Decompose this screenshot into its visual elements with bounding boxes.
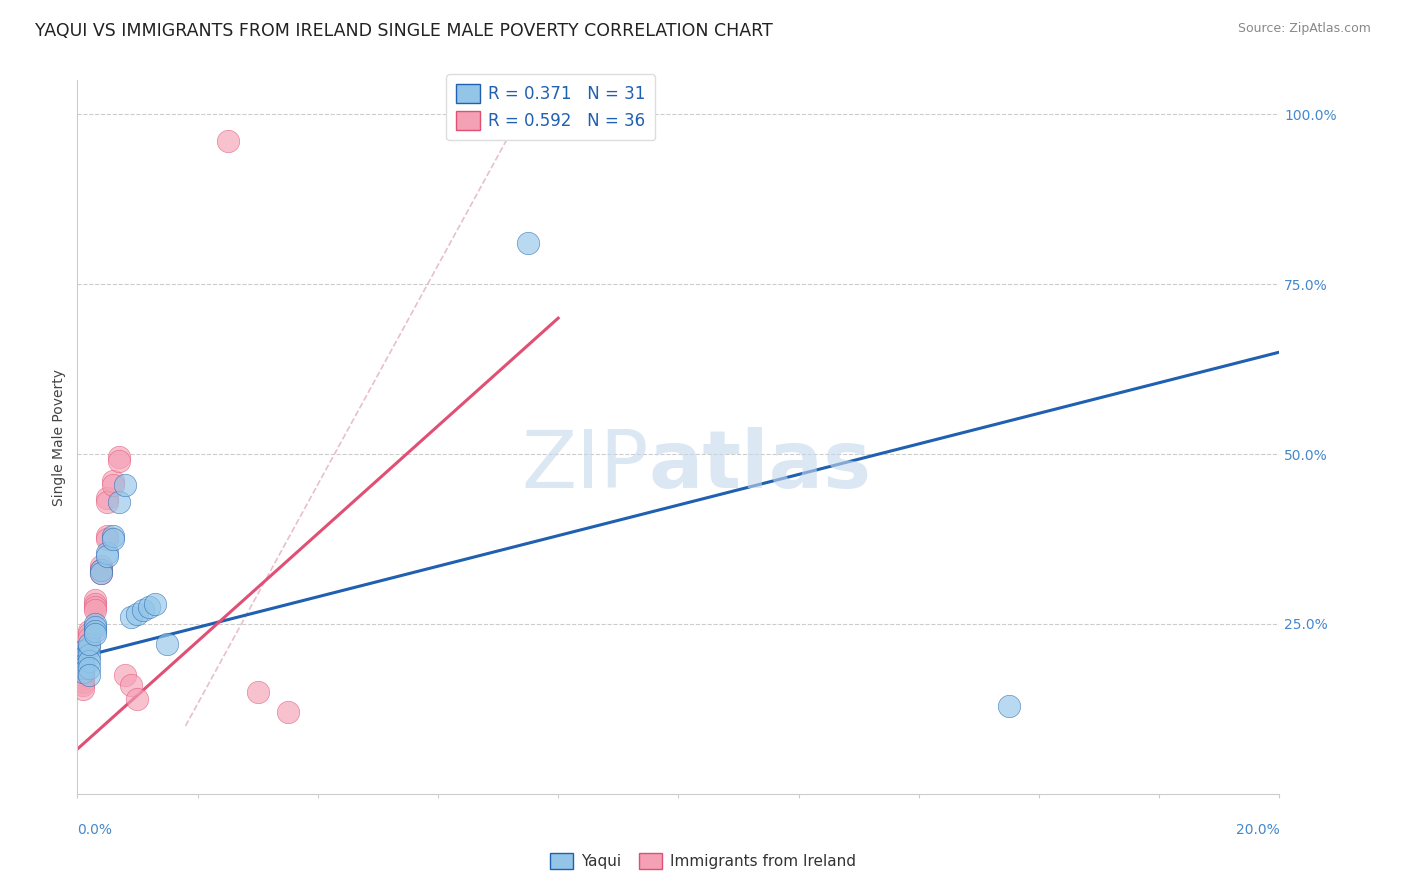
Point	[127, 691, 149, 706]
Point	[84, 620, 107, 634]
Point	[517, 236, 540, 251]
Point	[277, 706, 299, 720]
Y-axis label: Single Male Poverty: Single Male Poverty	[52, 368, 66, 506]
Point	[114, 477, 136, 491]
Point	[72, 665, 94, 679]
Legend: Yaqui, Immigrants from Ireland: Yaqui, Immigrants from Ireland	[544, 847, 862, 875]
Point	[72, 648, 94, 662]
Point	[72, 657, 94, 672]
Point	[72, 661, 94, 675]
Point	[79, 654, 101, 668]
Point	[79, 637, 101, 651]
Point	[72, 668, 94, 682]
Point	[246, 685, 269, 699]
Point	[84, 624, 107, 638]
Point	[84, 617, 107, 632]
Point	[79, 627, 101, 641]
Point	[79, 661, 101, 675]
Point	[72, 651, 94, 665]
Point	[72, 644, 94, 658]
Point	[103, 532, 125, 546]
Point	[145, 597, 167, 611]
Point	[84, 627, 107, 641]
Text: 0.0%: 0.0%	[77, 823, 112, 837]
Point	[138, 599, 160, 614]
Point	[90, 563, 112, 577]
Point	[90, 566, 112, 580]
Point	[72, 644, 94, 658]
Point	[156, 637, 179, 651]
Point	[132, 603, 155, 617]
Text: 20.0%: 20.0%	[1236, 823, 1279, 837]
Point	[79, 648, 101, 662]
Point	[72, 661, 94, 675]
Point	[72, 674, 94, 689]
Point	[114, 668, 136, 682]
Point	[96, 494, 118, 508]
Point	[84, 603, 107, 617]
Point	[84, 599, 107, 614]
Point	[103, 477, 125, 491]
Point	[90, 559, 112, 574]
Text: ZIP: ZIP	[522, 426, 648, 505]
Point	[79, 631, 101, 645]
Point	[72, 665, 94, 679]
Point	[84, 593, 107, 607]
Point	[90, 566, 112, 580]
Point	[79, 624, 101, 638]
Point	[96, 491, 118, 506]
Point	[96, 528, 118, 542]
Point	[998, 698, 1021, 713]
Legend: R = 0.371   N = 31, R = 0.592   N = 36: R = 0.371 N = 31, R = 0.592 N = 36	[446, 74, 655, 140]
Point	[103, 475, 125, 489]
Point	[217, 135, 239, 149]
Point	[79, 640, 101, 655]
Point	[96, 549, 118, 563]
Point	[72, 671, 94, 685]
Point	[120, 678, 142, 692]
Point	[103, 528, 125, 542]
Text: YAQUI VS IMMIGRANTS FROM IRELAND SINGLE MALE POVERTY CORRELATION CHART: YAQUI VS IMMIGRANTS FROM IRELAND SINGLE …	[35, 22, 773, 40]
Point	[127, 607, 149, 621]
Point	[72, 657, 94, 672]
Point	[72, 681, 94, 696]
Point	[84, 597, 107, 611]
Point	[72, 678, 94, 692]
Point	[90, 563, 112, 577]
Point	[120, 610, 142, 624]
Point	[108, 454, 131, 468]
Point	[72, 654, 94, 668]
Text: Source: ZipAtlas.com: Source: ZipAtlas.com	[1237, 22, 1371, 36]
Point	[96, 532, 118, 546]
Point	[72, 651, 94, 665]
Text: atlas: atlas	[648, 426, 872, 505]
Point	[96, 546, 118, 560]
Point	[108, 494, 131, 508]
Point	[108, 450, 131, 465]
Point	[79, 668, 101, 682]
